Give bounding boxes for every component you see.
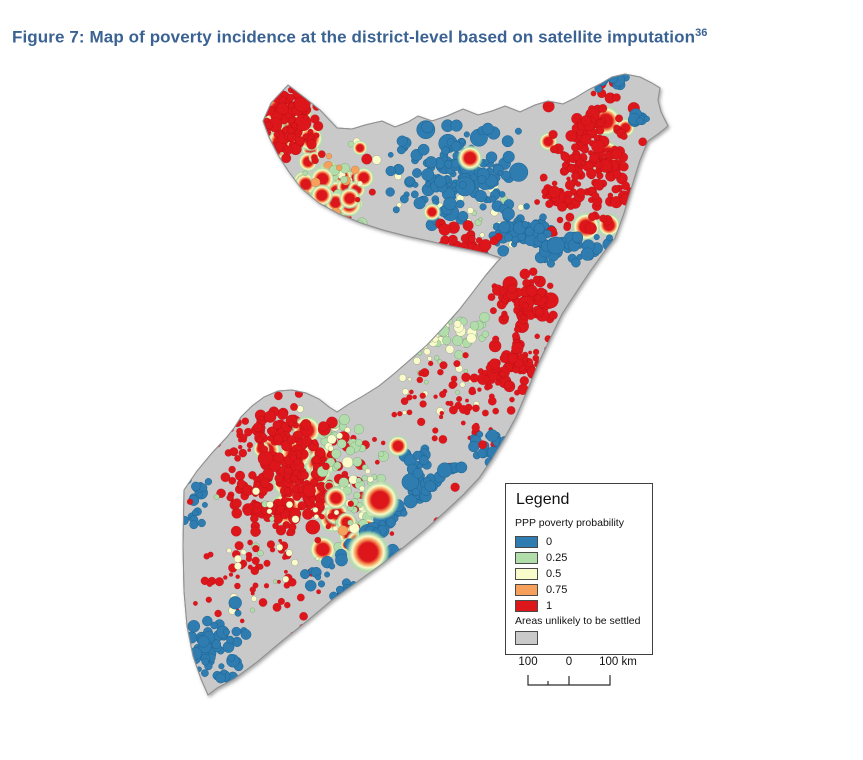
scale-bar: 100 0 100 km xyxy=(505,656,655,698)
scale-label-zero: 0 xyxy=(565,656,573,668)
legend-label: 1 xyxy=(546,599,553,612)
legend-item: 0 xyxy=(515,535,646,548)
legend-swatch-025 xyxy=(515,551,538,564)
scale-label-left: 100 xyxy=(518,656,538,668)
legend-title: Legend xyxy=(516,491,570,508)
legend-label: 0.75 xyxy=(546,583,568,596)
legend-box: Legend PPP poverty probability 0 0.25 0.… xyxy=(505,483,653,655)
legend-swatch-0 xyxy=(515,535,538,548)
legend-label: 0.25 xyxy=(546,551,568,564)
legend-item: 0.25 xyxy=(515,551,646,564)
scale-bar-ticks xyxy=(527,675,611,686)
legend-swatch-075 xyxy=(515,583,538,596)
legend-subtitle: PPP poverty probability xyxy=(515,517,624,529)
figure-caption-text: Figure 7: Map of poverty incidence at th… xyxy=(12,27,696,47)
legend-swatch-05 xyxy=(515,567,538,580)
scale-label-right: 100 km xyxy=(599,656,637,668)
footnote-reference: 36 xyxy=(695,27,708,39)
legend-item: 1 xyxy=(515,599,646,612)
legend-swatch-unsettled xyxy=(515,631,538,645)
legend-label: 0.5 xyxy=(546,567,562,580)
legend-label: 0 xyxy=(546,535,553,548)
scale-bar-labels: 100 0 100 km xyxy=(505,656,655,670)
legend-item: 0.5 xyxy=(515,567,646,580)
legend-swatch-1 xyxy=(515,599,538,612)
legend-item: 0.75 xyxy=(515,583,646,596)
legend-areas-label: Areas unlikely to be settled xyxy=(515,615,641,627)
figure-caption: Figure 7: Map of poverty incidence at th… xyxy=(12,27,708,48)
